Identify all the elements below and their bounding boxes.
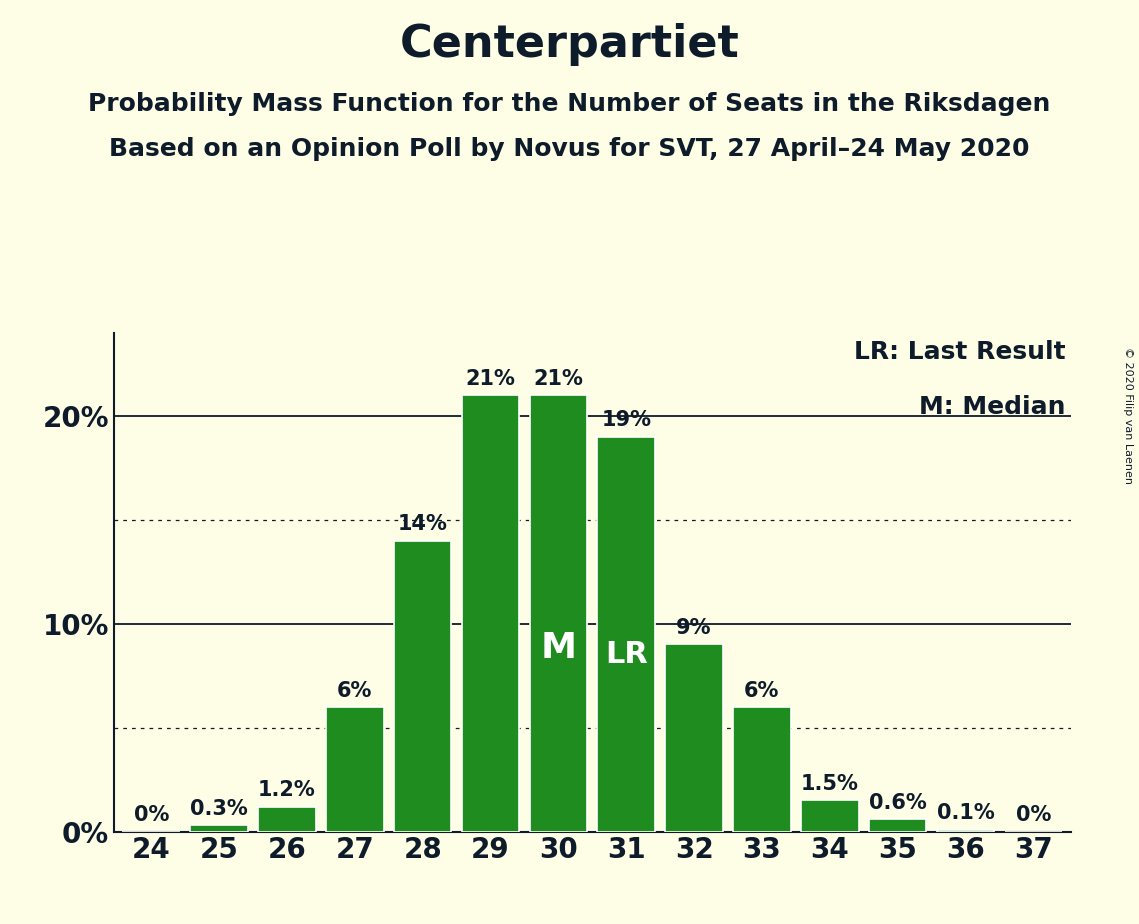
Text: LR: LR: [605, 640, 648, 669]
Bar: [801, 800, 859, 832]
Text: Probability Mass Function for the Number of Seats in the Riksdagen: Probability Mass Function for the Number…: [89, 92, 1050, 116]
Text: 1.2%: 1.2%: [259, 781, 316, 800]
Text: 19%: 19%: [601, 410, 652, 431]
Text: 21%: 21%: [533, 369, 583, 389]
Text: 0.1%: 0.1%: [936, 803, 994, 823]
Text: © 2020 Filip van Laenen: © 2020 Filip van Laenen: [1123, 347, 1133, 484]
Text: 0%: 0%: [133, 806, 169, 825]
Bar: [394, 541, 451, 832]
Text: 21%: 21%: [466, 369, 516, 389]
Text: M: M: [540, 631, 576, 665]
Text: Centerpartiet: Centerpartiet: [400, 23, 739, 67]
Text: 0.6%: 0.6%: [869, 793, 926, 813]
Text: 1.5%: 1.5%: [801, 774, 859, 794]
Text: 6%: 6%: [337, 681, 372, 700]
Bar: [597, 437, 655, 832]
Bar: [259, 807, 316, 832]
Text: 6%: 6%: [744, 681, 779, 700]
Bar: [461, 395, 519, 832]
Text: LR: Last Result: LR: Last Result: [854, 340, 1066, 364]
Bar: [190, 825, 248, 832]
Text: 9%: 9%: [677, 618, 712, 638]
Bar: [665, 645, 723, 832]
Bar: [530, 395, 588, 832]
Text: Based on an Opinion Poll by Novus for SVT, 27 April–24 May 2020: Based on an Opinion Poll by Novus for SV…: [109, 137, 1030, 161]
Text: M: Median: M: Median: [919, 395, 1066, 419]
Bar: [936, 830, 994, 832]
Bar: [734, 707, 790, 832]
Bar: [869, 819, 926, 832]
Text: 0%: 0%: [1016, 806, 1051, 825]
Text: 0.3%: 0.3%: [190, 799, 248, 819]
Text: 14%: 14%: [398, 515, 448, 534]
Bar: [326, 707, 384, 832]
